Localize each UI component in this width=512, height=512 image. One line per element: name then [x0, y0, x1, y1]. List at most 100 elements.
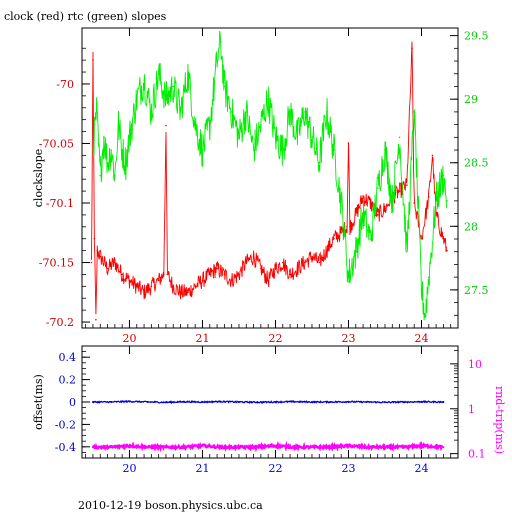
rtc-slope-point: [252, 149, 255, 151]
top-y2-axis-ticks: 29.5 29 28.5 28 27.5: [450, 30, 489, 316]
rtc-slope-point: [128, 136, 131, 139]
offset-point: [442, 401, 445, 403]
rtc-slope-point: [376, 187, 379, 189]
rndtrip-point: [128, 444, 131, 447]
top-y-axis-ticks: -70 -70.05 -70.1 -70.15 -70.2: [39, 47, 90, 329]
bottom-y-tick-label: 0.2: [59, 374, 77, 387]
offset-point: [256, 401, 259, 404]
rtc-slope-point: [103, 136, 105, 139]
top-y2-tick-label: 28: [464, 220, 478, 233]
offset-point: [165, 401, 167, 404]
top-x-tick-label: 21: [195, 332, 209, 345]
bottom-x-tick-label: 20: [122, 462, 136, 475]
clock-slope-point: [347, 142, 350, 145]
top-x-axis-ticks: 20 21 22 23 24: [85, 28, 452, 345]
rndtrip-point: [165, 446, 167, 449]
clock-slope-point: [143, 291, 145, 294]
rtc-slope-point: [106, 161, 109, 164]
offset-point: [420, 400, 423, 403]
rndtrip-point: [402, 446, 405, 449]
top-plot-frame: [81, 27, 459, 329]
clock-slope-line: [91, 41, 447, 315]
rtc-slope-point: [355, 250, 357, 253]
clock-slope-point: [311, 255, 313, 258]
clock-slope-point: [238, 273, 240, 276]
bottom-x-tick-label: 23: [341, 462, 355, 475]
clock-slope-point: [252, 255, 255, 258]
clock-slope-point: [114, 261, 116, 264]
offset-point: [219, 400, 222, 403]
clock-slope-point: [92, 59, 94, 61]
clock-slope-point: [398, 190, 401, 192]
rndtrip-point: [201, 444, 204, 447]
top-y2-tick-label: 28.5: [464, 157, 489, 170]
clock-slope-point: [369, 202, 372, 204]
bottom-y2-tick-label: 0.1: [468, 448, 486, 461]
clock-slope-point: [194, 285, 196, 288]
rtc-slope-point: [347, 276, 350, 279]
clock-slope-point: [349, 226, 351, 228]
rtc-slope-point: [282, 149, 284, 151]
rtc-slope-point: [260, 123, 262, 126]
clock-slope-series: [90, 41, 448, 321]
rndtrip-point: [183, 446, 186, 449]
offset-point: [384, 401, 386, 404]
clock-slope-point: [172, 285, 175, 288]
clock-slope-point: [136, 285, 138, 288]
clock-slope-point: [99, 255, 102, 258]
rtc-slope-point: [216, 60, 218, 62]
rtc-slope-point: [121, 149, 123, 151]
rndtrip-point: [365, 446, 368, 449]
rtc-slope-point: [219, 41, 222, 43]
rtc-slope-point: [194, 123, 196, 126]
offset-series: [92, 399, 445, 405]
rndtrip-point: [219, 446, 222, 449]
rtc-slope-point: [92, 149, 94, 151]
offset-point: [402, 401, 405, 403]
offset-point: [238, 401, 240, 403]
rndtrip-point: [110, 446, 113, 449]
clock-slope-point: [157, 279, 160, 282]
clock-slope-point: [166, 273, 169, 276]
bottom-y-tick-label: 0: [69, 396, 76, 409]
rtc-slope-point: [274, 136, 277, 139]
clock-slope-point: [318, 261, 321, 264]
clock-slope-point: [289, 273, 291, 276]
rndtrip-point: [274, 444, 277, 447]
clock-slope-point: [187, 291, 189, 294]
rtc-slope-point: [136, 98, 138, 100]
top-y-tick-label: -70.2: [46, 316, 74, 329]
rndtrip-point: [92, 446, 94, 449]
rndtrip-line: [91, 440, 444, 453]
rtc-slope-point: [201, 149, 204, 151]
rtc-slope-point: [179, 111, 182, 113]
offset-point: [292, 400, 295, 403]
clock-slope-point: [163, 273, 165, 276]
rtc-slope-point: [333, 149, 335, 151]
offset-point: [274, 401, 277, 403]
top-x-tick-label: 20: [122, 332, 136, 345]
bottom-x-tick-label: 24: [414, 462, 428, 475]
rtc-slope-point: [325, 111, 328, 113]
rtc-slope-point: [318, 161, 321, 164]
top-y2-tick-label: 27.5: [464, 284, 489, 297]
rtc-slope-point: [230, 111, 233, 113]
rtc-slope-point: [428, 276, 430, 279]
clock-slope-point: [411, 47, 413, 49]
offset-point: [128, 400, 131, 403]
clock-slope-point: [274, 267, 277, 270]
top-x-tick-label: 22: [268, 332, 282, 345]
rndtrip-point: [256, 446, 259, 449]
top-y-axis-label: clockslope: [32, 149, 45, 207]
rtc-slope-point: [442, 174, 445, 177]
bottom-y-axis-label: offset(ms): [32, 374, 45, 430]
bottom-y-axis-ticks: 0.4 0.2 0 -0.2 -0.4: [55, 351, 90, 454]
clock-slope-point: [428, 196, 430, 198]
rtc-slope-point: [223, 85, 226, 88]
clock-slope-point: [420, 237, 423, 240]
rtc-slope-point: [267, 98, 270, 100]
rtc-slope-point: [114, 174, 116, 177]
bottom-y2-tick-label: 10: [468, 358, 482, 371]
clock-slope-point: [209, 273, 211, 276]
